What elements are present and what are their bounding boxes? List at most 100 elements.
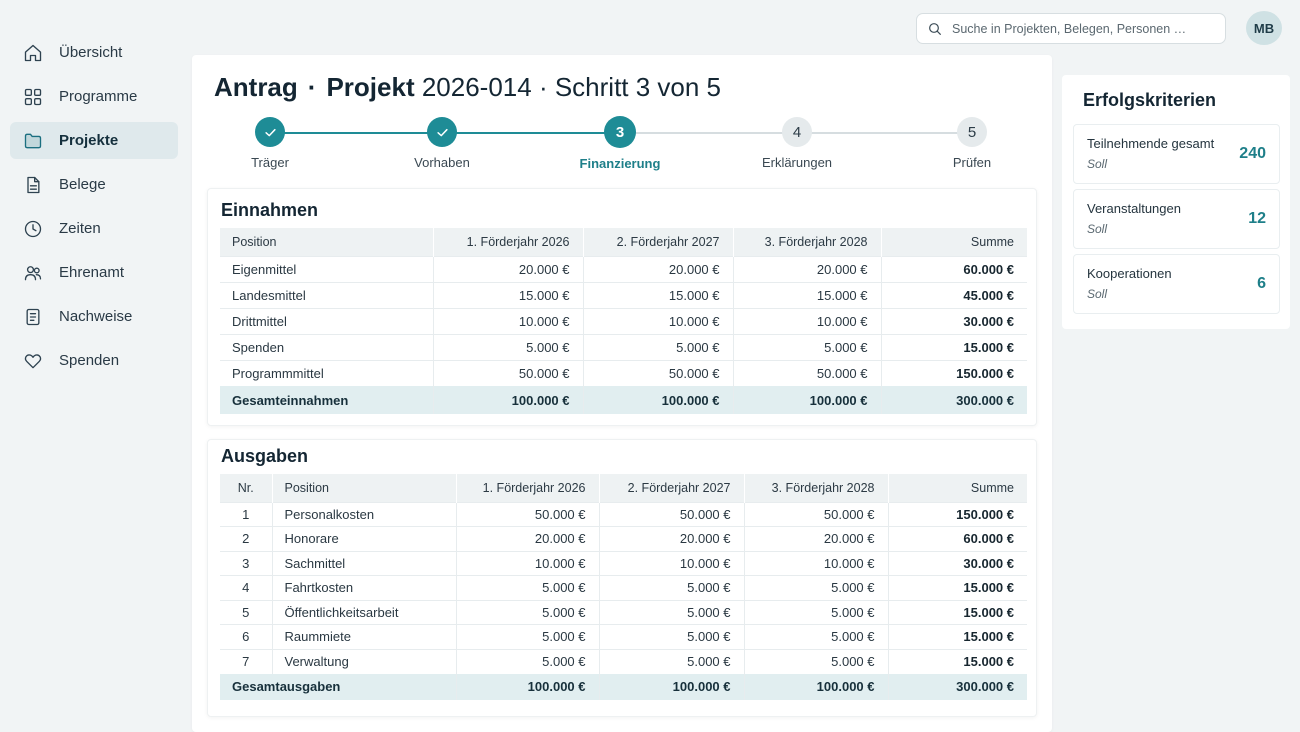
criterion-card: Veranstaltungen Soll 12 [1073,189,1280,249]
sidebar-item-label: Zeiten [59,220,101,237]
table-cell: 5.000 € [599,599,745,625]
table-cell: 5.000 € [733,333,882,360]
table-row: 4 Fahrtkosten 5.000 €5.000 €5.000 €15.000 … [220,575,1027,600]
criterion-label: Kooperationen [1087,266,1172,281]
page-title: Antrag · Projekt 2026-014 · Schritt 3 vo… [214,72,721,103]
table-cell: 15.000 € [881,333,1027,360]
table-cell: 10.000 € [744,550,889,576]
table-cell: 20.000 € [456,526,600,551]
table-cell: Gesamtausgaben [220,673,457,700]
sidebar-item-zeiten[interactable]: Zeiten [10,210,178,247]
table-cell: Landesmittel [220,281,434,308]
criterion-value: 240 [1239,145,1266,162]
total-row: Gesamteinnahmen 100.000 €100.000 €100.000… [220,386,1027,414]
sidebar-item-uebersicht[interactable]: Übersicht [10,34,178,71]
sidebar-item-nachweise[interactable]: Nachweise [10,298,178,335]
total-row: Gesamtausgaben 100.000 €100.000 €100.000 … [220,673,1027,700]
criterion-card: Teilnehmende gesamt Soll 240 [1073,124,1280,184]
criterion-value: 6 [1257,275,1266,292]
table-cell: 10.000 € [433,307,584,334]
table-cell: 50.000 € [744,501,889,527]
table-cell: 300.000 € [881,386,1027,414]
search-input[interactable] [952,21,1222,36]
table-cell: 5.000 € [456,575,600,600]
table-cell: 300.000 € [888,673,1027,700]
step-vorhaben[interactable]: Vorhaben [372,117,512,170]
einnahmen-card: Einnahmen Position 1. Förderjahr 2026 2.… [207,188,1037,426]
table-cell: 5.000 € [744,599,889,625]
title-part1: Antrag [214,72,298,102]
sidebar-item-label: Programme [59,88,138,105]
table-cell: 100.000 € [733,386,882,414]
criterion-sub: Soll [1087,222,1108,236]
table-cell: 10.000 € [583,307,734,334]
ausgaben-title: Ausgaben [221,446,309,466]
step-traeger[interactable]: Träger [200,117,340,170]
table-cell: 60.000 € [888,526,1027,551]
table-cell: 30.000 € [888,550,1027,576]
step-connector [270,132,447,134]
table-row: Spenden 5.000 €5.000 €5.000 €15.000 € [220,333,1027,360]
table-cell: 50.000 € [733,359,882,386]
table-row: Programmmittel 50.000 €50.000 €50.000 €15… [220,359,1027,386]
step-pruefen[interactable]: 5 Prüfen [902,117,1042,170]
table-cell: 5 [220,599,273,625]
column-header: Summe [888,474,1027,502]
table-cell: 50.000 € [583,359,734,386]
step-label: Erklärungen [761,155,833,170]
table-cell: Gesamteinnahmen [220,386,434,414]
criterion-value: 12 [1248,210,1266,227]
table-cell: 15.000 € [433,281,584,308]
step-erklaerungen[interactable]: 4 Erklärungen [727,117,867,170]
step-circle: 5 [957,117,987,147]
check-icon [264,128,276,136]
table-cell: Verwaltung [272,648,457,674]
table-row: 3 Sachmittel 10.000 €10.000 €10.000 €30.00… [220,550,1027,576]
table-cell: 5.000 € [599,575,745,600]
table-row: 6 Raummiete 5.000 €5.000 €5.000 €15.000 € [220,624,1027,649]
sidebar-item-ehrenamt[interactable]: Ehrenamt [10,254,178,291]
criterion-sub: Soll [1087,287,1108,301]
criterion-label: Teilnehmende gesamt [1087,136,1215,151]
table-row: 2 Honorare 20.000 €20.000 €20.000 €60.000 … [220,526,1027,551]
table-cell: 5.000 € [744,648,889,674]
table-cell: 50.000 € [433,359,584,386]
step-label: Prüfen [952,155,992,170]
step-connector [797,132,972,134]
table-cell: Programmmittel [220,359,434,386]
table-cell: 150.000 € [881,359,1027,386]
column-header: Position [220,228,434,256]
table-cell: 100.000 € [456,673,600,700]
ausgaben-table: Nr. Position 1. Förderjahr 2026 2. Förde… [220,474,1027,700]
sidebar-item-programme[interactable]: Programme [10,78,178,115]
home-icon [22,42,44,64]
sidebar: Übersicht Programme Projekte Belege Zeit… [10,34,178,386]
table-cell: 15.000 € [888,624,1027,649]
sidebar-item-label: Belege [59,176,106,193]
table-cell: 150.000 € [888,501,1027,527]
table-cell: 5.000 € [599,648,745,674]
step-finanzierung[interactable]: 3 Finanzierung [550,116,690,171]
criterion-card: Kooperationen Soll 6 [1073,254,1280,314]
clipboard-icon [22,306,44,328]
table-cell: 20.000 € [599,526,745,551]
step-connector [620,132,797,134]
column-header: 3. Förderjahr 2028 [733,228,882,256]
ausgaben-card: Ausgaben Nr. Position 1. Förderjahr 2026… [207,439,1037,717]
table-cell: 100.000 € [744,673,889,700]
step-label: Träger [251,155,289,170]
einnahmen-title: Einnahmen [221,200,319,220]
sidebar-item-spenden[interactable]: Spenden [10,342,178,379]
table-cell: 30.000 € [881,307,1027,334]
sidebar-item-belege[interactable]: Belege [10,166,178,203]
table-cell: 50.000 € [456,501,600,527]
table-row: 7 Verwaltung 5.000 €5.000 €5.000 €15.000 € [220,648,1027,674]
table-cell: 5.000 € [433,333,584,360]
column-header: Summe [881,228,1027,256]
avatar[interactable]: MB [1246,11,1282,45]
table-cell: 20.000 € [583,255,734,282]
check-icon [436,128,448,136]
sidebar-item-projekte[interactable]: Projekte [10,122,178,159]
search-box[interactable] [916,13,1226,44]
table-row: Eigenmittel 20.000 €20.000 €20.000 €60.00… [220,255,1027,282]
